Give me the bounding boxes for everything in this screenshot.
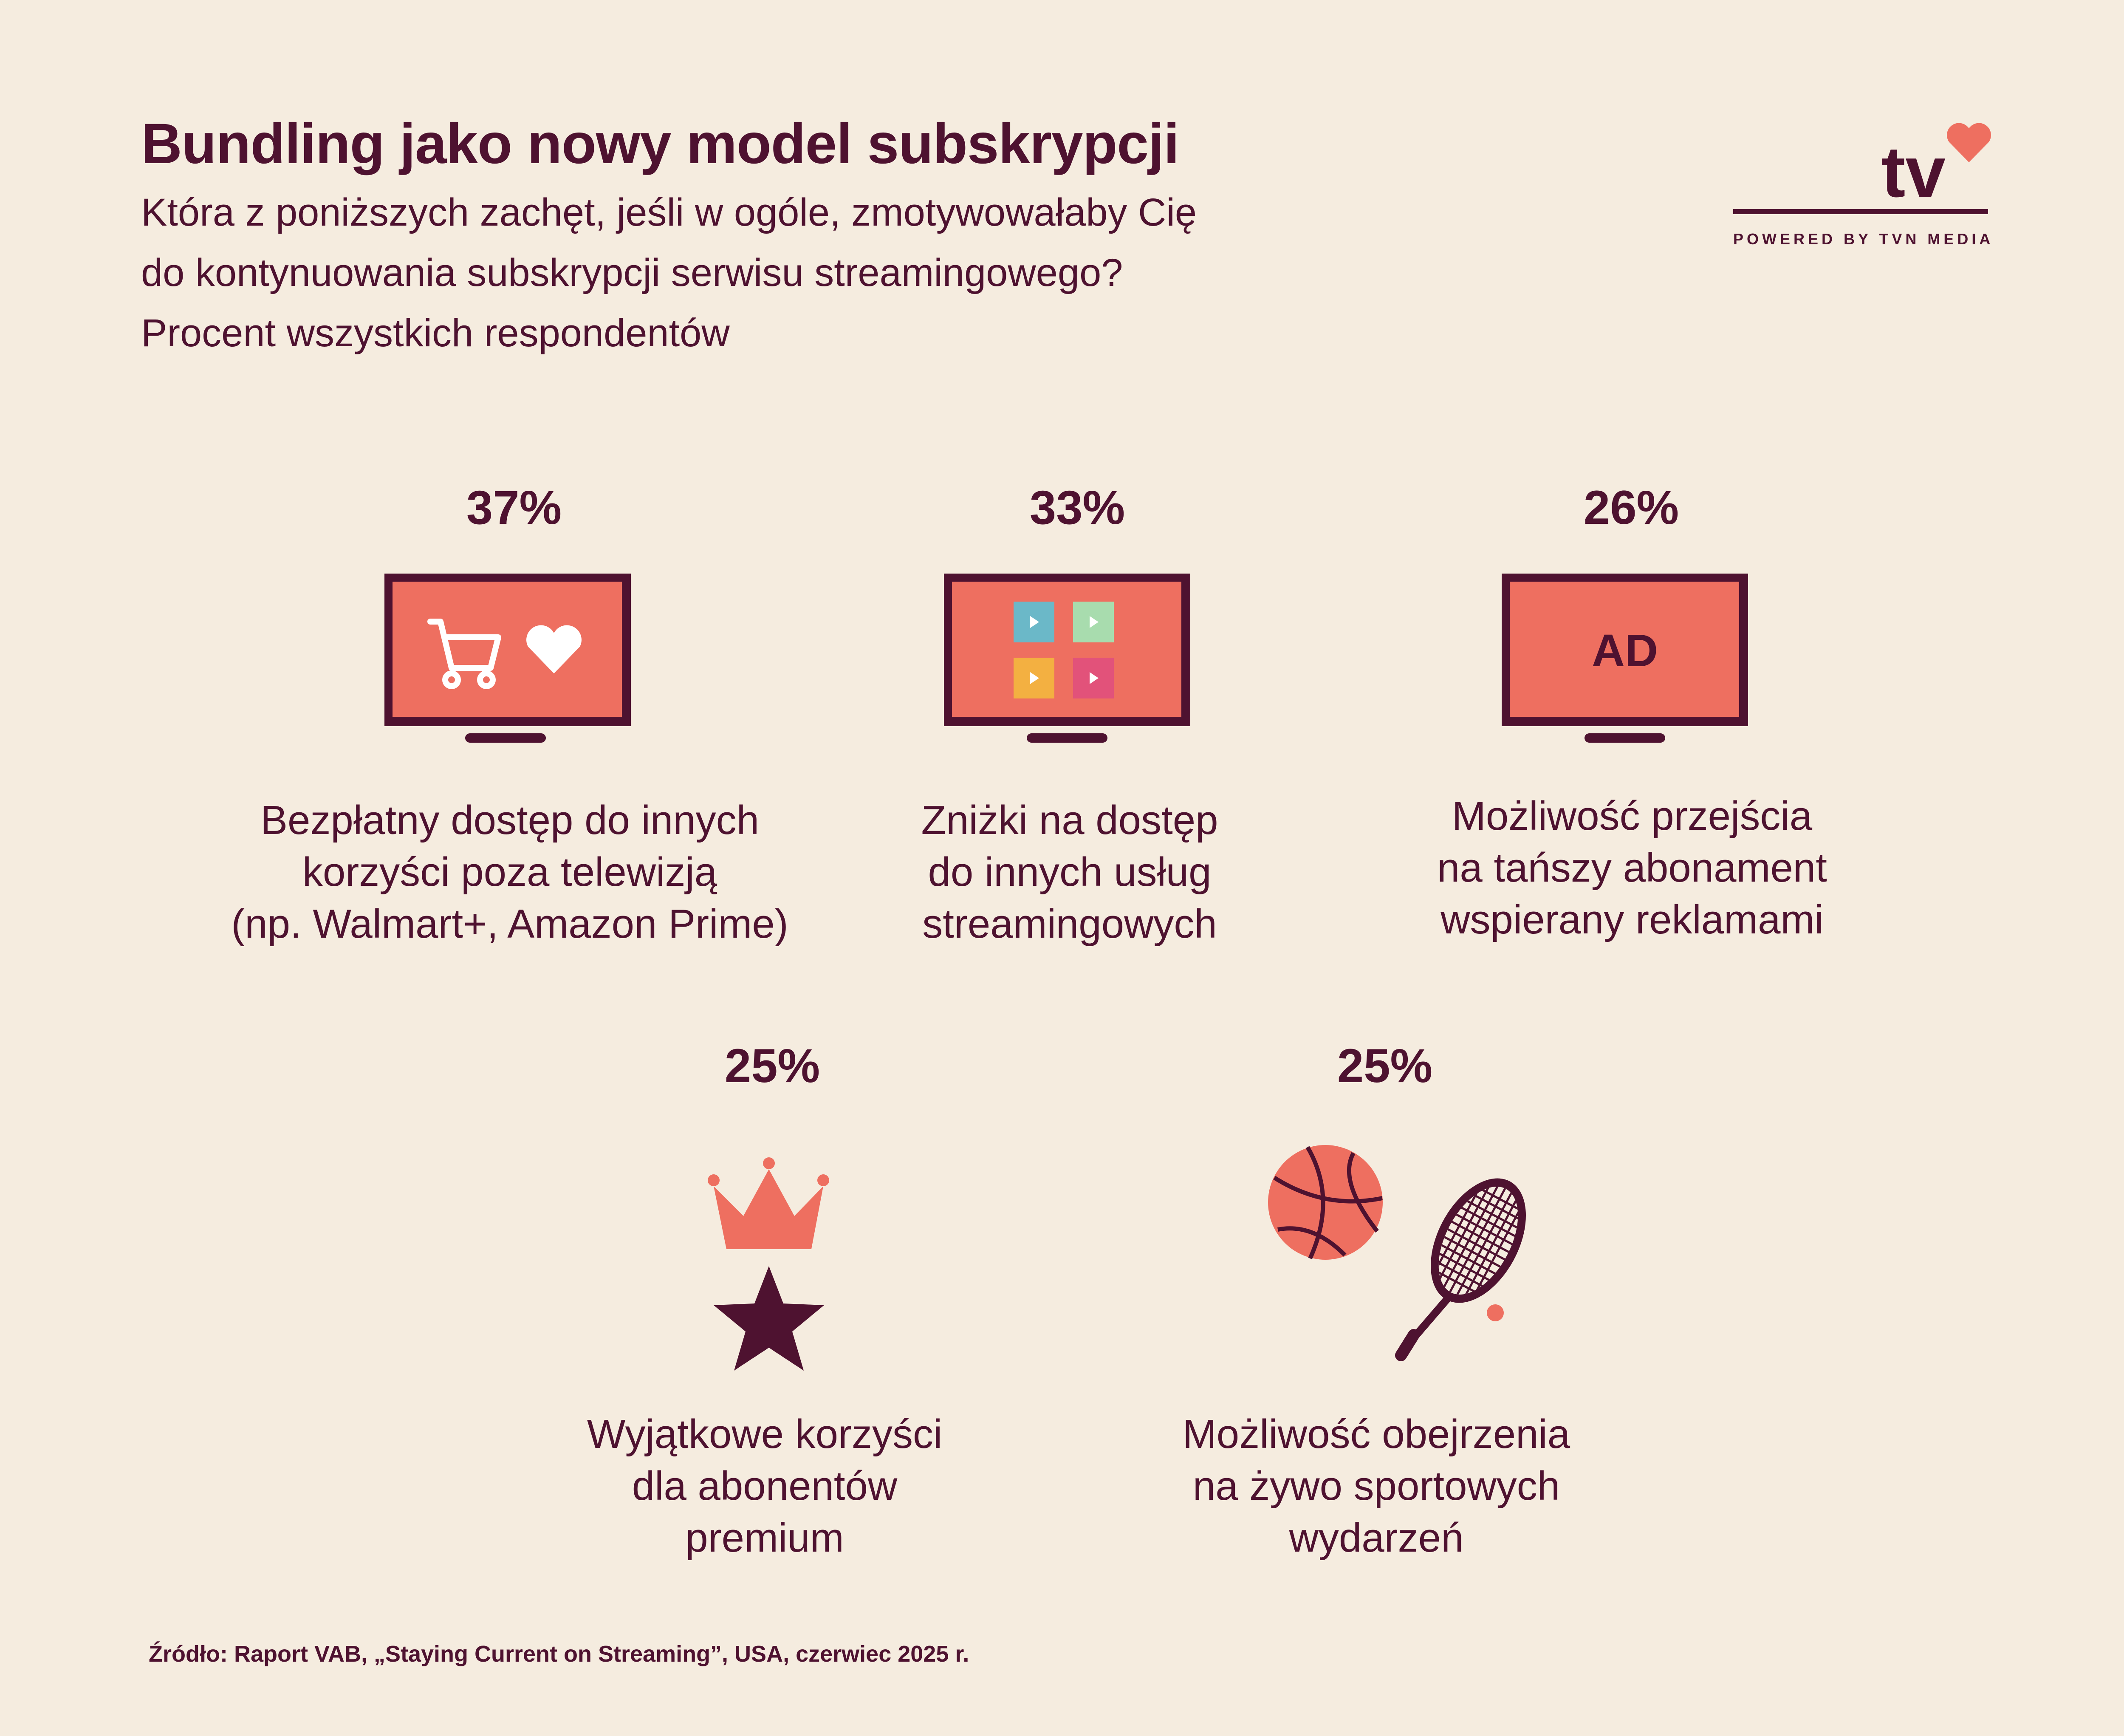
item-3-caption: Możliwość przejścia na tańszy abonament … (1335, 790, 1929, 946)
item-4-caption-line: dla abonentów (632, 1463, 898, 1509)
item-1-caption-line: korzyści poza telewizją (302, 849, 717, 895)
tv-streaming-tiles-icon (944, 574, 1190, 743)
basketball-icon (1268, 1145, 1383, 1260)
item-2-caption-line: Zniżki na dostęp (921, 797, 1218, 843)
item-2-caption-line: do innych usług (928, 849, 1212, 895)
item-5-percent: 25% (1337, 1039, 1433, 1092)
item-5-caption: Możliwość obejrzenia na żywo sportowych … (1079, 1408, 1674, 1564)
item-5-caption-line: na żywo sportowych (1192, 1463, 1560, 1509)
ad-label: AD (1592, 625, 1658, 676)
logo-wordmark: tv (1881, 132, 1946, 212)
item-3-caption-line: Możliwość przejścia (1452, 793, 1813, 839)
logo-tagline: POWERED BY TVN MEDIA (1733, 230, 1994, 248)
subtitle-line-1: Która z poniższych zachęt, jeśli w ogóle… (141, 191, 1197, 234)
item-1-percent: 37% (466, 481, 562, 534)
brand-logo: tv POWERED BY TVN MEDIA (1733, 119, 1992, 255)
page-title: Bundling jako nowy model subskrypcji (141, 112, 1179, 175)
tennis-ball-icon (1487, 1304, 1504, 1321)
item-3-caption-line: na tańszy abonament (1437, 845, 1827, 891)
item-1-caption: Bezpłatny dostęp do innych korzyści poza… (212, 794, 807, 950)
source-note: Źródło: Raport VAB, „Staying Current on … (149, 1641, 969, 1667)
tv-ad-icon: AD (1502, 574, 1748, 743)
tv-cart-heart-icon (384, 574, 631, 743)
crown-star-icon (708, 1157, 829, 1371)
item-2-caption: Zniżki na dostęp do innych usług streami… (772, 794, 1367, 950)
item-5-caption-line: wydarzeń (1289, 1515, 1464, 1561)
item-1-caption-line: Bezpłatny dostęp do innych (260, 797, 760, 843)
item-4-percent: 25% (724, 1039, 820, 1092)
item-5-caption-line: Możliwość obejrzenia (1182, 1411, 1570, 1457)
item-2-caption-line: streamingowych (922, 901, 1217, 947)
logo-divider (1733, 209, 1988, 214)
item-4-caption-line: Wyjątkowe korzyści (587, 1411, 943, 1457)
item-2-percent: 33% (1029, 481, 1125, 534)
item-3-percent: 26% (1583, 481, 1679, 534)
item-4-caption: Wyjątkowe korzyści dla abonentów premium (467, 1408, 1062, 1564)
item-1-caption-line: (np. Walmart+, Amazon Prime) (231, 901, 788, 947)
item-4-caption-line: premium (685, 1515, 844, 1561)
basketball-tennis-icon (1268, 1145, 1529, 1361)
tennis-racket-icon (1395, 1173, 1529, 1361)
subtitle-line-3: Procent wszystkich respondentów (141, 311, 730, 355)
subtitle-line-2: do kontynuowania subskrypcji serwisu str… (141, 251, 1123, 294)
heart-icon (1947, 123, 1991, 162)
item-3-caption-line: wspierany reklamami (1440, 897, 1824, 942)
